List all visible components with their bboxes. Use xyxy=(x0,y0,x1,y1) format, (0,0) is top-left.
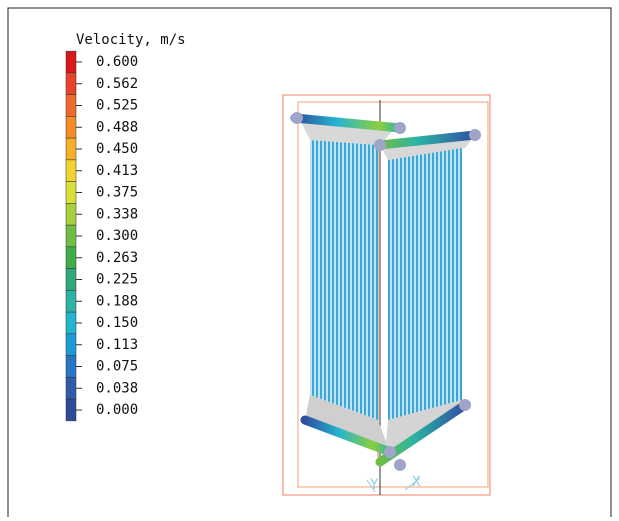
color-swatch xyxy=(66,377,76,399)
color-swatch xyxy=(66,95,76,117)
color-swatch xyxy=(66,334,76,356)
axis-label-y: Y xyxy=(370,477,379,493)
color-swatch xyxy=(66,160,76,182)
legend-label: 0.075 xyxy=(96,359,138,375)
legend-label: 0.525 xyxy=(96,98,138,114)
color-swatch xyxy=(66,182,76,204)
color-swatch xyxy=(66,116,76,138)
legend-label: 0.562 xyxy=(96,76,138,92)
colorbar: 0.600 0.562 0.525 0.488 0.450 0.413 0.375 0.338… xyxy=(66,51,138,421)
color-swatch xyxy=(66,51,76,73)
color-swatch xyxy=(66,73,76,95)
legend-label: 0.000 xyxy=(96,402,138,418)
legend-label: 0.188 xyxy=(96,293,138,309)
legend-label: 0.300 xyxy=(96,228,138,244)
color-swatch xyxy=(66,247,76,269)
color-swatch xyxy=(66,225,76,247)
color-swatch xyxy=(66,312,76,334)
legend-label: 0.038 xyxy=(96,380,138,396)
legend-label: 0.375 xyxy=(96,185,138,201)
legend-label: 0.413 xyxy=(96,163,138,179)
legend-label: 0.150 xyxy=(96,315,138,331)
legend-label: 0.263 xyxy=(96,250,138,266)
legend-label: 0.338 xyxy=(96,206,138,222)
legend-label: 0.450 xyxy=(96,141,138,157)
legend-title: Velocity, m/s xyxy=(76,32,186,48)
color-swatch xyxy=(66,399,76,421)
color-swatch xyxy=(66,356,76,378)
axis-label-x: X xyxy=(412,474,421,490)
legend-label: 0.600 xyxy=(96,54,138,70)
color-swatch xyxy=(66,138,76,160)
viewport: Velocity, m/s 0.6000.5620.5250.4880.4500… xyxy=(0,0,619,517)
model xyxy=(283,95,490,495)
color-swatch xyxy=(66,203,76,225)
legend-label: 0.113 xyxy=(96,337,138,353)
legend-label: 0.488 xyxy=(96,119,138,135)
color-swatch xyxy=(66,269,76,291)
legend-label: 0.225 xyxy=(96,272,138,288)
color-swatch xyxy=(66,290,76,312)
